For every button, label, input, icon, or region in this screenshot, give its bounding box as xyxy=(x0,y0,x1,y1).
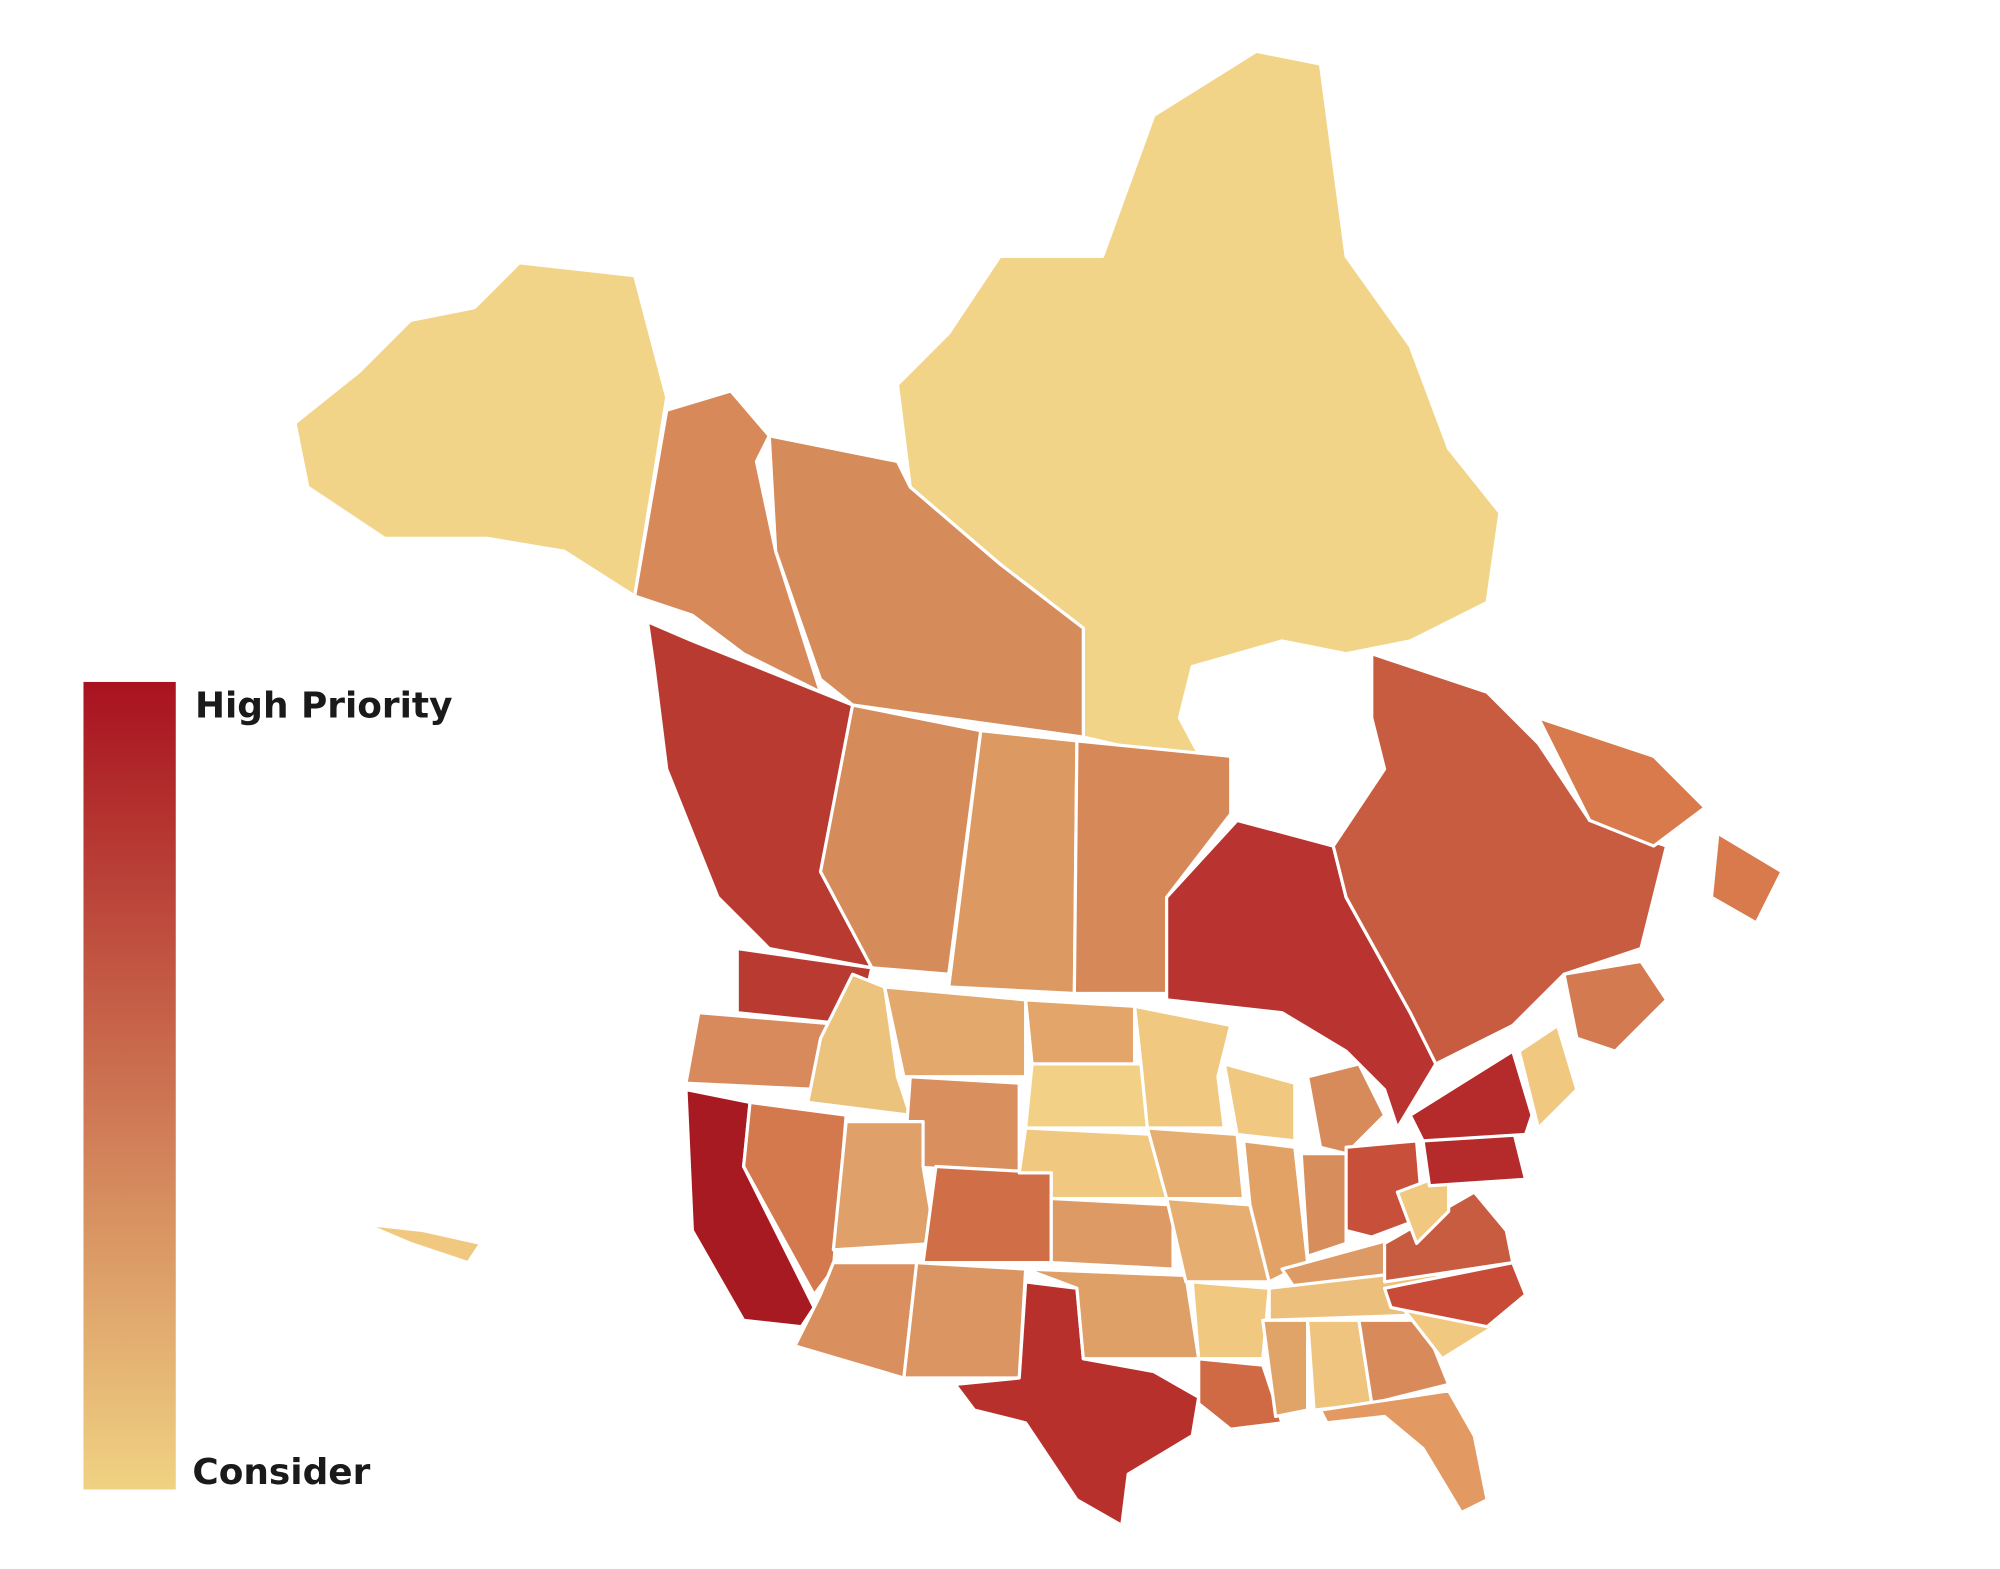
region xyxy=(1709,831,1784,925)
legend-low-label: Consider xyxy=(192,1452,370,1493)
region xyxy=(1024,1267,1201,1361)
region xyxy=(1562,959,1669,1053)
region xyxy=(1261,1318,1310,1419)
region xyxy=(1331,652,1669,1066)
region xyxy=(742,1100,848,1297)
region xyxy=(1145,1126,1246,1201)
region xyxy=(1306,1062,1387,1156)
region xyxy=(1190,1280,1271,1361)
region xyxy=(363,1222,483,1265)
region xyxy=(793,1261,919,1380)
legend-high-label: High Priority xyxy=(195,686,452,727)
region xyxy=(767,434,1085,739)
region xyxy=(902,1261,1028,1380)
region xyxy=(921,1164,1053,1265)
legend: High Priority Consider xyxy=(83,681,452,1493)
region xyxy=(1357,1318,1451,1406)
region xyxy=(1222,1062,1297,1143)
region xyxy=(1318,1389,1489,1515)
region xyxy=(1024,998,1137,1066)
region xyxy=(831,1120,938,1252)
region xyxy=(1517,1023,1579,1130)
region xyxy=(1165,818,1438,1130)
region xyxy=(883,985,1028,1079)
region xyxy=(293,261,669,598)
region xyxy=(1197,1357,1284,1431)
map-regions xyxy=(293,49,1784,1528)
region xyxy=(1024,1062,1150,1130)
region xyxy=(1049,1196,1175,1271)
legend-gradient xyxy=(83,681,176,1490)
region xyxy=(1299,1152,1348,1258)
region xyxy=(1536,716,1707,848)
region xyxy=(633,389,823,694)
region xyxy=(818,703,983,976)
region xyxy=(1408,1049,1534,1143)
region xyxy=(953,1280,1201,1528)
region xyxy=(1132,1004,1233,1130)
region xyxy=(1382,1190,1515,1284)
